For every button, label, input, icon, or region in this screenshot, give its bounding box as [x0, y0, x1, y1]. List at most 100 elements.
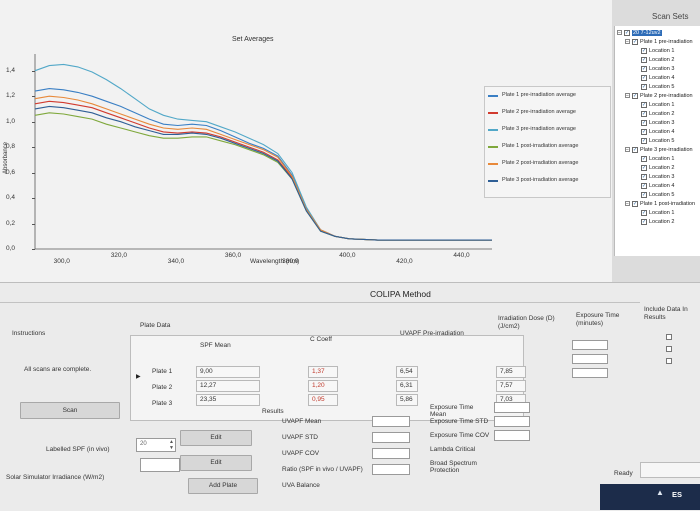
- tray-arrow-icon[interactable]: ▲: [656, 488, 664, 497]
- result-field-left[interactable]: [372, 448, 410, 459]
- plate-cell-c[interactable]: 1,20: [308, 380, 338, 392]
- tree-location-row[interactable]: ✓ Location 2: [641, 55, 674, 64]
- include-checkbox-1[interactable]: [666, 334, 672, 340]
- tree-location-row[interactable]: ✓ Location 1: [641, 208, 674, 217]
- collapse-icon[interactable]: −: [625, 93, 630, 99]
- spinner-up-icon[interactable]: ▲: [169, 439, 174, 445]
- results-label: Results: [262, 408, 284, 415]
- tree-location-row[interactable]: ✓ Location 2: [641, 109, 674, 118]
- include-checkbox-2[interactable]: [666, 346, 672, 352]
- tree-location-row[interactable]: ✓ Location 5: [641, 190, 674, 199]
- tree-checkbox[interactable]: ✓: [632, 38, 638, 45]
- colipa-title: COLIPA Method: [370, 289, 431, 299]
- tree-checkbox[interactable]: ✓: [641, 182, 647, 189]
- tree-checkbox[interactable]: ✓: [641, 83, 647, 90]
- language-indicator[interactable]: ES: [672, 490, 683, 499]
- collapse-icon[interactable]: −: [625, 201, 630, 207]
- tree-location-row[interactable]: ✓ Location 4: [641, 181, 674, 190]
- tree-checkbox[interactable]: ✓: [632, 200, 638, 207]
- result-label-right: Broad Spectrum Protection: [430, 460, 477, 474]
- tree-location-row[interactable]: ✓ Location 4: [641, 127, 674, 136]
- scan-button[interactable]: Scan: [20, 402, 120, 419]
- tree-location-row[interactable]: ✓ Location 1: [641, 154, 674, 163]
- result-field-left[interactable]: [372, 416, 410, 427]
- tree-checkbox[interactable]: ✓: [624, 29, 630, 36]
- plate-cell-c[interactable]: 1,37: [308, 366, 338, 378]
- plate-cell-uvapf[interactable]: 5,86: [396, 394, 418, 406]
- tree-checkbox[interactable]: ✓: [641, 209, 647, 216]
- tree-checkbox[interactable]: ✓: [641, 173, 647, 180]
- tree-location-row[interactable]: ✓ Location 5: [641, 82, 674, 91]
- result-field-right[interactable]: [494, 402, 530, 413]
- tree-checkbox[interactable]: ✓: [641, 101, 647, 108]
- edit-spf-button[interactable]: Edit: [180, 430, 252, 446]
- plate-cell-dose[interactable]: 7,57: [496, 380, 526, 392]
- y-tick-mark: [32, 96, 35, 98]
- collapse-icon[interactable]: −: [625, 147, 630, 153]
- exposure-time-field[interactable]: [572, 354, 608, 364]
- tree-group-row[interactable]: − ✓ Plate 1 pre-irradiation: [625, 37, 693, 46]
- tree-checkbox[interactable]: ✓: [641, 119, 647, 126]
- tree-location-label: Location 2: [649, 56, 675, 63]
- plate-cell-spf[interactable]: 12,27: [196, 380, 260, 392]
- tree-checkbox[interactable]: ✓: [641, 191, 647, 198]
- result-field-right[interactable]: [494, 430, 530, 441]
- result-field-left[interactable]: [372, 432, 410, 443]
- tree-checkbox[interactable]: ✓: [641, 218, 647, 225]
- collapse-icon[interactable]: −: [625, 39, 630, 45]
- tree-location-row[interactable]: ✓ Location 1: [641, 46, 674, 55]
- tree-checkbox[interactable]: ✓: [641, 74, 647, 81]
- absorbance-chart: [34, 54, 492, 250]
- add-plate-button[interactable]: Add Plate: [188, 478, 258, 494]
- status-bar-box: [640, 462, 700, 478]
- tree-checkbox[interactable]: ✓: [641, 164, 647, 171]
- tree-location-row[interactable]: ✓ Location 3: [641, 64, 674, 73]
- labelled-spf-input[interactable]: 20 ▲ ▼: [136, 438, 176, 452]
- tree-location-row[interactable]: ✓ Location 3: [641, 172, 674, 181]
- spinner-down-icon[interactable]: ▼: [169, 445, 174, 451]
- y-tick-mark: [32, 172, 35, 174]
- chart-title: Set Averages: [232, 36, 274, 43]
- tree-location-row[interactable]: ✓ Location 4: [641, 73, 674, 82]
- tree-location-row[interactable]: ✓ Location 5: [641, 136, 674, 145]
- tree-group-row[interactable]: − ✓ Plate 1 post-irradiation: [625, 199, 695, 208]
- plate-cell-spf[interactable]: 9,00: [196, 366, 260, 378]
- tree-group-row[interactable]: − ✓ Plate 3 pre-irradiation: [625, 145, 693, 154]
- tree-root-row[interactable]: − ✓ 20 7-12uv2: [617, 28, 662, 37]
- result-field-left[interactable]: [372, 464, 410, 475]
- tree-location-row[interactable]: ✓ Location 1: [641, 100, 674, 109]
- tree-checkbox[interactable]: ✓: [641, 56, 647, 63]
- collapse-icon[interactable]: −: [617, 30, 622, 36]
- tree-checkbox[interactable]: ✓: [641, 128, 647, 135]
- tree-location-row[interactable]: ✓ Location 3: [641, 118, 674, 127]
- tree-checkbox[interactable]: ✓: [632, 92, 638, 99]
- plate-cell-dose[interactable]: 7,85: [496, 366, 526, 378]
- x-tick-label: 300,0: [53, 258, 70, 265]
- tree-checkbox[interactable]: ✓: [641, 110, 647, 117]
- include-checkbox-3[interactable]: [666, 358, 672, 364]
- tree-location-row[interactable]: ✓ Location 2: [641, 163, 674, 172]
- plate-cell-uvapf[interactable]: 6,31: [396, 380, 418, 392]
- tree-location-label: Location 5: [649, 137, 675, 144]
- exposure-time-field[interactable]: [572, 340, 608, 350]
- col-irradiation-dose: Irradiation Dose (D) (J/cm2): [498, 315, 555, 330]
- exposure-time-field[interactable]: [572, 368, 608, 378]
- plate-cell-spf[interactable]: 23,35: [196, 394, 260, 406]
- tree-checkbox[interactable]: ✓: [632, 146, 638, 153]
- plate-cell-uvapf[interactable]: 6,54: [396, 366, 418, 378]
- solar-irradiance-input[interactable]: [140, 458, 180, 472]
- edit-irradiance-button[interactable]: Edit: [180, 455, 252, 471]
- tree-group-row[interactable]: − ✓ Plate 2 pre-irradiation: [625, 91, 693, 100]
- tree-checkbox[interactable]: ✓: [641, 47, 647, 54]
- scan-sets-tree[interactable]: − ✓ 20 7-12uv2− ✓ Plate 1 pre-irradiation ✓ Lo…: [614, 26, 700, 256]
- y-tick-mark: [32, 223, 35, 225]
- tree-checkbox[interactable]: ✓: [641, 65, 647, 72]
- tree-location-label: Location 1: [649, 209, 675, 216]
- colipa-divider: [0, 302, 640, 303]
- tree-checkbox[interactable]: ✓: [641, 137, 647, 144]
- col-uvapf: UVAPF Pre-irradiation: [400, 330, 464, 337]
- tree-location-row[interactable]: ✓ Location 2: [641, 217, 674, 226]
- result-field-right[interactable]: [494, 416, 530, 427]
- tree-checkbox[interactable]: ✓: [641, 155, 647, 162]
- plate-cell-c[interactable]: 0,95: [308, 394, 338, 406]
